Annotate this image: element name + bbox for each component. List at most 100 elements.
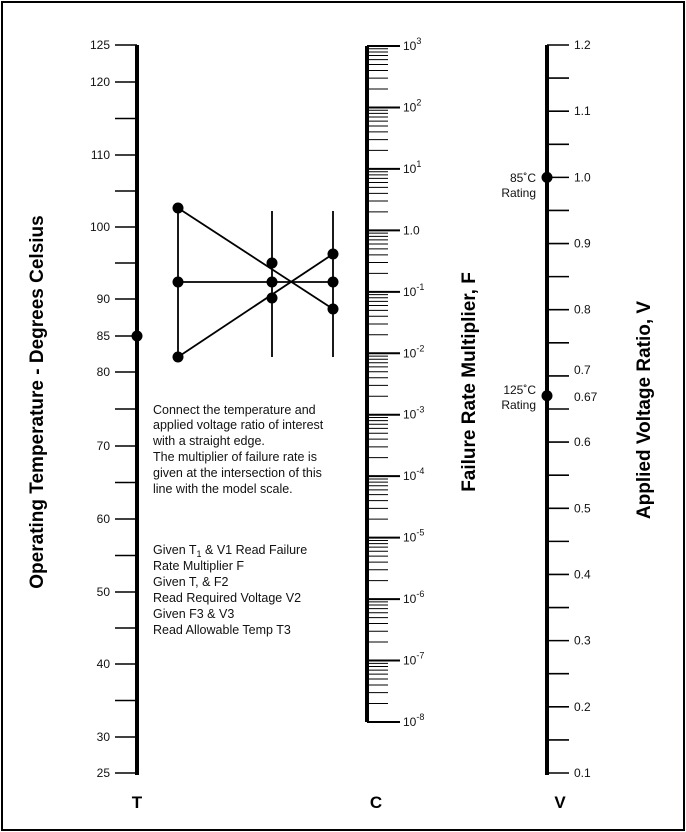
- failure-rate-tick-label: 10-4: [403, 466, 424, 483]
- example-point: [266, 276, 278, 288]
- voltage-tick-label: 0.5: [574, 501, 591, 515]
- example-connector-line: [177, 253, 334, 358]
- rating-125-line2: Rating: [501, 398, 536, 412]
- temperature-tick-label: 30: [97, 730, 111, 744]
- instructions-steps: Given T1 & V1 Read Failure Rate Multipli…: [153, 543, 307, 637]
- temperature-tick-label: 110: [91, 148, 110, 162]
- example-point: [327, 276, 339, 288]
- failure-rate-tick-exponent: 1: [416, 159, 421, 169]
- failure-rate-tick-label: 10-8: [403, 712, 424, 729]
- instruction-line: given at the intersection of this: [153, 466, 322, 480]
- failure-rate-tick-exponent: -3: [416, 405, 424, 415]
- failure-rate-tick-base: 10: [403, 531, 417, 545]
- failure-rate-tick-label: 101: [403, 159, 421, 176]
- voltage-marked-point: [541, 171, 553, 183]
- failure-rate-tick-exponent: -1: [416, 282, 424, 292]
- failure-rate-tick-label: 10-6: [403, 589, 424, 606]
- example-point: [172, 276, 184, 288]
- rating-125-line1: 125˚C: [503, 383, 536, 397]
- failure-rate-tick-exponent: -4: [416, 466, 424, 476]
- voltage-tick-label: 1.2: [574, 38, 591, 52]
- voltage-tick-label: 0.3: [574, 634, 591, 648]
- step-line: Given F3 & V3: [153, 607, 234, 621]
- example-point: [266, 292, 278, 304]
- failure-rate-axis-title: Failure Rate Multiplier, F: [459, 272, 480, 492]
- voltage-axis-letter: V: [554, 793, 566, 812]
- voltage-axis-title: Applied Voltage Ratio, V: [634, 301, 655, 519]
- temperature-tick-label: 80: [97, 365, 111, 379]
- failure-rate-tick-base: 10: [403, 285, 417, 299]
- failure-rate-tick-exponent: 2: [416, 97, 421, 107]
- voltage-tick-label: 0.8: [574, 303, 591, 317]
- temperature-tick-label: 40: [97, 657, 111, 671]
- temperature-tick-label: 85: [97, 329, 111, 343]
- failure-rate-tick-label: 103: [403, 36, 421, 53]
- step-line: Rate Multiplier F: [153, 559, 244, 573]
- voltage-tick-label: 1.0: [574, 170, 591, 184]
- failure-rate-tick-base: 10: [403, 469, 417, 483]
- step-line: Read Required Voltage V2: [153, 591, 301, 605]
- voltage-tick-label: 0.67: [574, 390, 598, 404]
- instruction-line: line with the model scale.: [153, 482, 293, 496]
- failure-rate-tick-exponent: 3: [416, 36, 421, 46]
- temperature-tick-label: 50: [97, 585, 111, 599]
- failure-rate-tick-base: 1.0: [403, 223, 420, 237]
- temperature-axis-title: Operating Temperature - Degrees Celsius: [27, 215, 48, 588]
- step-given-t1-pre: Given T: [153, 543, 197, 557]
- failure-rate-tick-exponent: -8: [416, 712, 424, 722]
- voltage-tick-label: 0.2: [574, 700, 591, 714]
- temperature-tick-label: 90: [97, 292, 111, 306]
- failure-rate-tick-base: 10: [403, 162, 417, 176]
- failure-rate-tick-label: 1.0: [403, 223, 420, 237]
- temperature-tick-label: 60: [97, 512, 111, 526]
- failure-rate-tick-label: 10-3: [403, 405, 424, 422]
- failure-rate-tick-base: 10: [403, 715, 417, 729]
- temperature-tick-label: 120: [90, 75, 110, 89]
- failure-rate-tick-exponent: -5: [416, 528, 424, 538]
- instructions-paragraph: Connect the temperature and applied volt…: [152, 403, 324, 496]
- step-line: Read Allowable Temp T3: [153, 623, 291, 637]
- voltage-tick-label: 0.4: [574, 567, 591, 581]
- step-given-t1-sub: 1: [197, 549, 202, 559]
- failure-rate-tick-base: 10: [403, 346, 417, 360]
- failure-rate-tick-base: 10: [403, 408, 417, 422]
- instruction-line: The multiplier of failure rate is: [153, 450, 317, 464]
- rating-85-line1: 85˚C: [510, 171, 536, 185]
- temperature-tick-label: 70: [97, 439, 111, 453]
- example-connector-line: [177, 207, 334, 310]
- temperature-tick-label: 125: [90, 38, 110, 52]
- temperature-axis-letter: T: [132, 793, 143, 812]
- failure-rate-tick-exponent: -6: [416, 589, 424, 599]
- failure-rate-tick-label: 10-5: [403, 528, 424, 545]
- failure-rate-tick-exponent: -2: [416, 343, 424, 353]
- example-point: [266, 257, 278, 269]
- failure-rate-tick-base: 10: [403, 39, 417, 53]
- failure-rate-tick-label: 102: [403, 97, 421, 114]
- instruction-line: Connect the temperature and: [153, 403, 316, 417]
- voltage-tick-label: 1.1: [574, 104, 591, 118]
- temperature-marked-point: [131, 330, 143, 342]
- failure-rate-tick-base: 10: [403, 592, 417, 606]
- failure-rate-tick-exponent: -7: [416, 651, 424, 661]
- voltage-tick-label: 0.6: [574, 435, 591, 449]
- example-point: [327, 303, 339, 315]
- instruction-line: with a straight edge.: [152, 434, 265, 448]
- example-point: [172, 202, 184, 214]
- voltage-tick-label: 0.7: [574, 363, 591, 377]
- failure-rate-tick-base: 10: [403, 100, 417, 114]
- voltage-tick-label: 0.9: [574, 237, 591, 251]
- example-point: [327, 248, 339, 260]
- failure-rate-tick-base: 10: [403, 654, 417, 668]
- voltage-tick-label: 0.1: [574, 766, 591, 780]
- temperature-tick-label: 25: [97, 766, 111, 780]
- failure-rate-tick-label: 10-2: [403, 343, 424, 360]
- step-given-t1-post: & V1 Read Failure: [202, 543, 308, 557]
- failure-rate-axis-letter: C: [370, 793, 382, 812]
- temperature-tick-label: 100: [90, 220, 110, 234]
- step-line-given-t1: Given T1 & V1 Read Failure: [153, 543, 307, 559]
- failure-rate-tick-label: 10-7: [403, 651, 424, 668]
- step-line: Given T, & F2: [153, 575, 229, 589]
